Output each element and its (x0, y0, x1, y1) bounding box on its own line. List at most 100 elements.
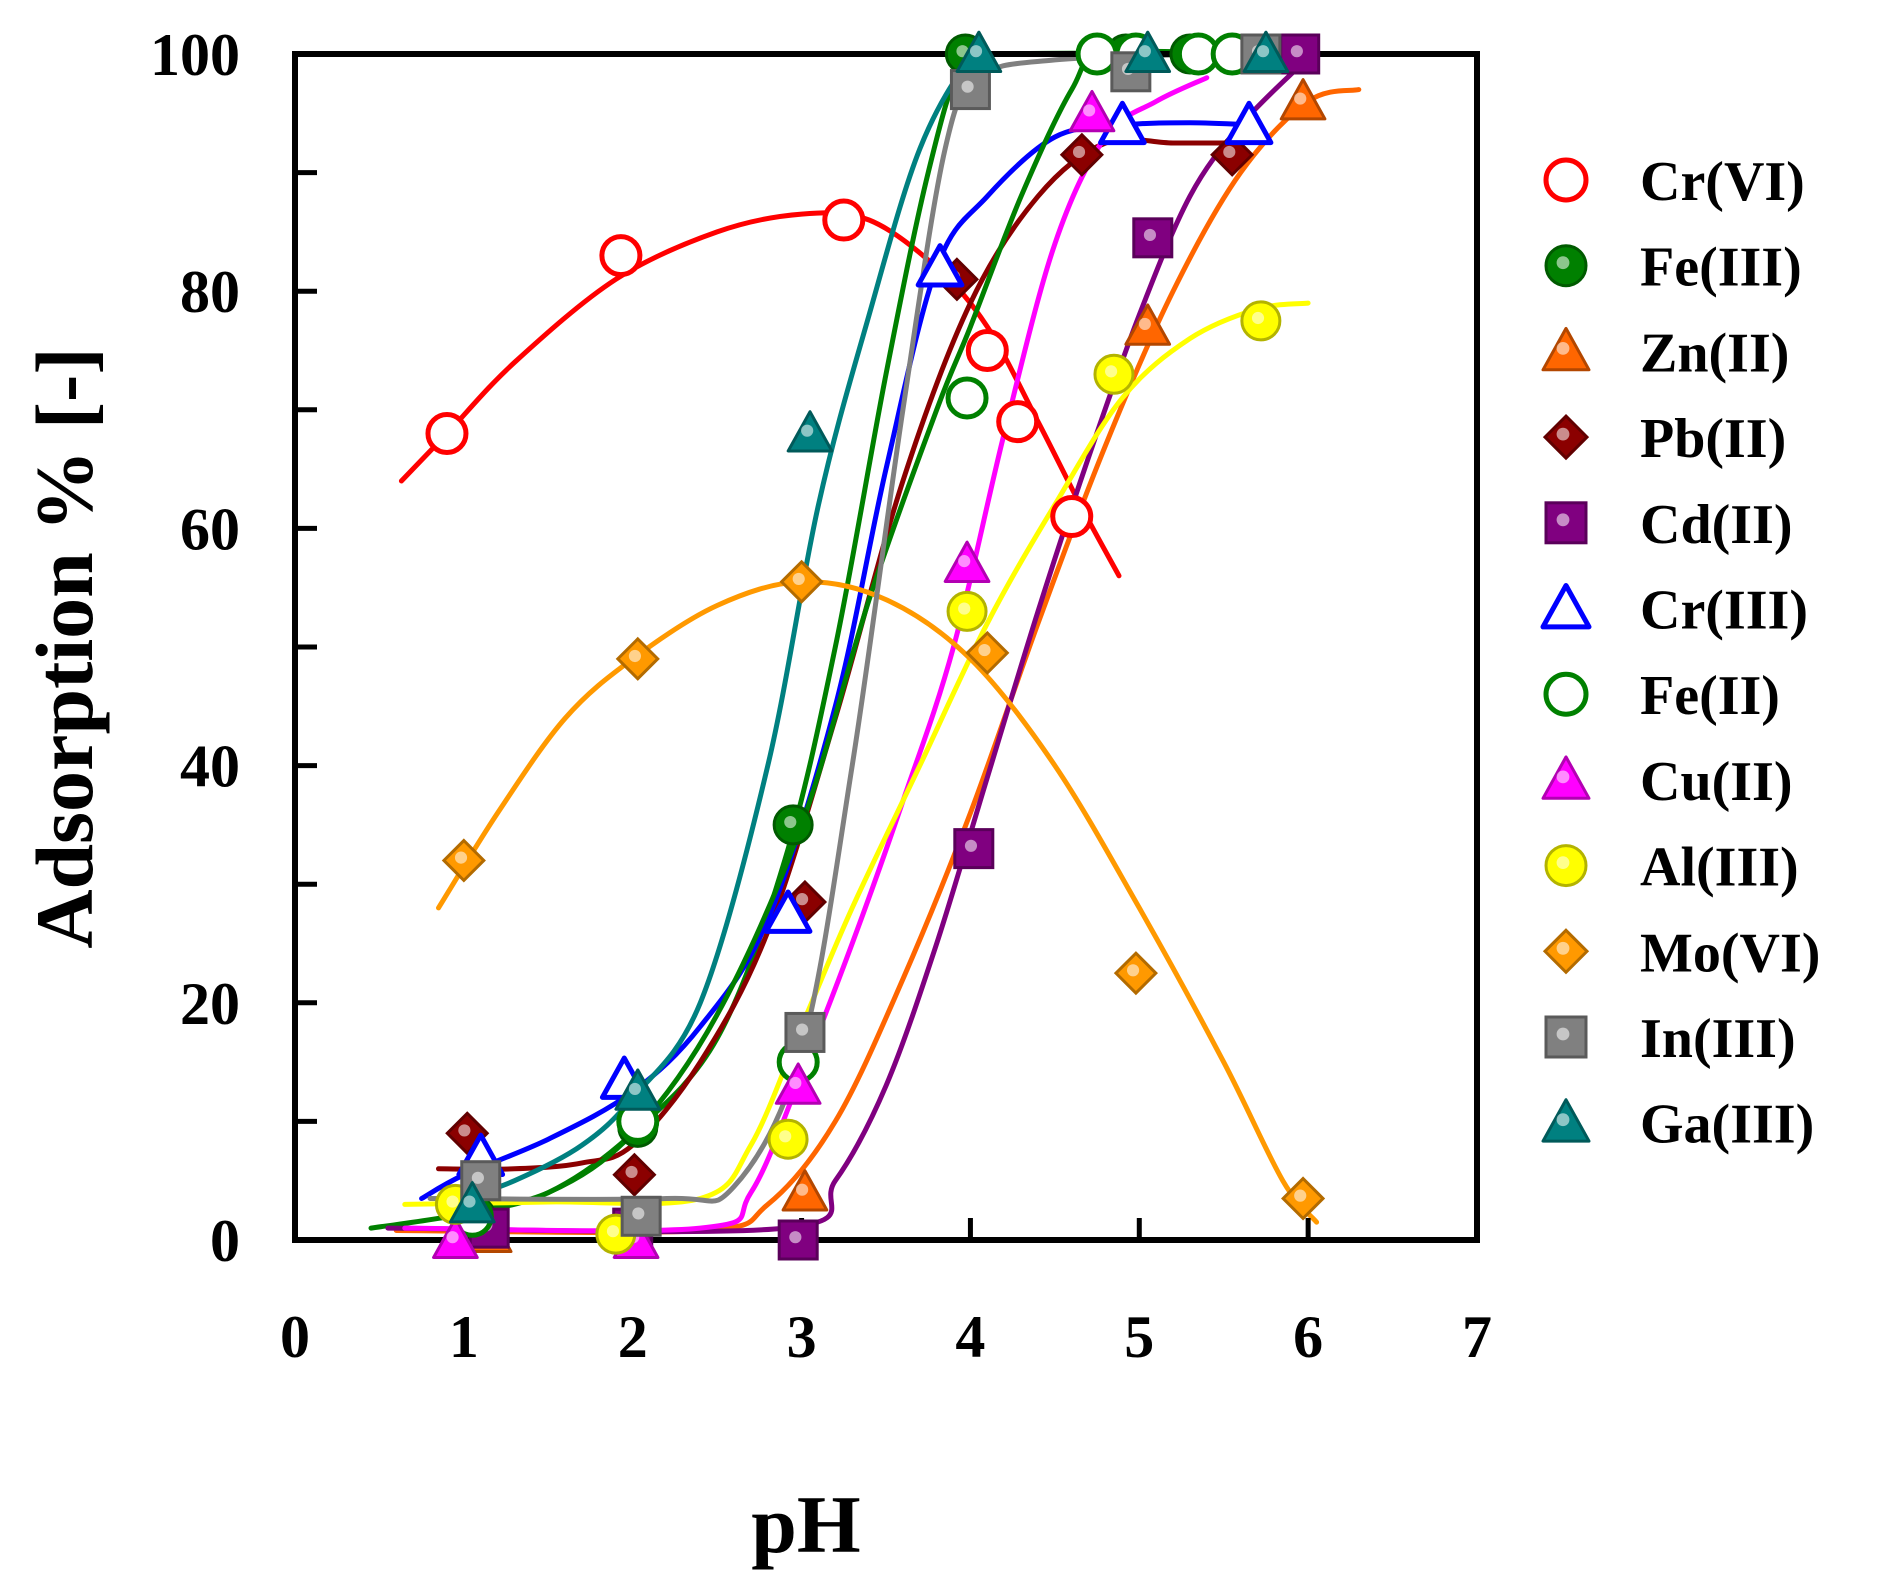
marker-highlight (1556, 256, 1570, 270)
marker-highlight (801, 424, 814, 437)
data-point-fe-ii (945, 376, 989, 420)
legend-item-ga-iii: Ga(III) (1541, 1094, 1814, 1156)
marker-highlight (446, 1231, 459, 1244)
y-tick-label: 80 (180, 259, 240, 325)
marker-highlight (1556, 770, 1570, 784)
y-tick-label: 0 (210, 1208, 240, 1274)
data-point-zn-ii (1279, 78, 1327, 121)
legend-label: Cr(III) (1640, 580, 1808, 642)
legend-marker (1540, 583, 1592, 630)
data-point-ga-iii (786, 410, 834, 453)
marker-shape (425, 412, 469, 456)
marker-highlight (1223, 145, 1236, 159)
data-markers (425, 30, 1327, 1261)
legend-item-al-iii: Al(III) (1544, 837, 1799, 899)
marker-highlight (792, 572, 805, 585)
curve-pb-ii (436, 136, 1244, 1172)
marker-highlight (789, 1231, 802, 1244)
marker-highlight (784, 815, 797, 829)
legend-item-cd-ii: Cd(II) (1544, 494, 1792, 556)
marker-highlight (1072, 145, 1086, 159)
data-point-cr-vi (996, 400, 1040, 444)
data-point-al-iii (946, 590, 988, 632)
data-point-in-iii (784, 1011, 826, 1053)
marker-highlight (632, 1207, 645, 1220)
legend-label: Ga(III) (1640, 1094, 1814, 1156)
data-point-in-iii (949, 69, 991, 111)
marker-highlight (1138, 317, 1151, 331)
legend-item-cu-ii: Cu(II) (1541, 751, 1792, 813)
legend-label: Zn(II) (1640, 322, 1789, 384)
legend-item-fe-ii: Fe(II) (1543, 665, 1780, 727)
data-point-cu-ii (432, 1216, 479, 1259)
marker-highlight (454, 851, 468, 864)
data-point-al-iii (1093, 353, 1135, 395)
data-point-al-iii (1240, 300, 1282, 342)
legend-marker (1543, 157, 1589, 203)
data-point-cr-vi (1050, 495, 1094, 539)
marker-shape (1224, 100, 1274, 146)
data-point-ga-iii (614, 1068, 662, 1111)
data-point-mo-vi (965, 630, 1010, 676)
data-point-zn-ii (781, 1169, 829, 1212)
legend-item-pb-ii: Pb(II) (1542, 408, 1786, 470)
marker-highlight (446, 1195, 459, 1208)
data-point-cr-iii (763, 889, 813, 934)
fit-curves (368, 48, 1362, 1235)
curve-mo-vi (436, 579, 1320, 1225)
legend-item-cr-vi: Cr(VI) (1543, 151, 1805, 213)
marker-highlight (625, 1165, 638, 1179)
marker-highlight (463, 1195, 476, 1208)
marker-highlight (1556, 513, 1570, 527)
marker-shape (777, 1219, 819, 1261)
marker-highlight (796, 1023, 809, 1036)
marker-highlight (1556, 342, 1570, 355)
marker-highlight (964, 839, 978, 852)
marker-shape (1540, 583, 1592, 630)
marker-highlight (1251, 311, 1265, 325)
legend-marker (1542, 413, 1590, 461)
data-point-cr-vi (965, 329, 1009, 372)
legend-label: Pb(II) (1640, 408, 1786, 470)
legend-label: Cu(II) (1640, 751, 1792, 813)
data-point-in-iii (620, 1195, 662, 1237)
data-point-mo-vi (615, 636, 660, 681)
y-tick-label: 20 (180, 971, 240, 1037)
data-point-cu-ii (943, 540, 991, 583)
data-point-ga-iii (1124, 30, 1172, 73)
legend-marker (1544, 244, 1588, 288)
marker-shape (1543, 671, 1589, 717)
marker-highlight (796, 1183, 809, 1196)
marker-shape (1098, 100, 1147, 146)
y-tick-label: 60 (180, 496, 240, 562)
legend-marker (1544, 844, 1588, 888)
plot-frame (292, 51, 1480, 1243)
legend-marker (1543, 671, 1589, 717)
marker-highlight (628, 1082, 642, 1095)
legend-label: Al(III) (1640, 837, 1799, 899)
legend-label: In(III) (1640, 1008, 1796, 1070)
legend: Cr(VI) Fe(III) Zn(II) Pb(II) Cd(II) Cr(III) Fe… (1540, 151, 1820, 1156)
legend-item-zn-ii: Zn(II) (1541, 322, 1789, 384)
legend-marker (1541, 755, 1591, 800)
data-point-al-iii (767, 1118, 809, 1160)
marker-highlight (969, 45, 983, 58)
data-point-mo-vi (441, 838, 486, 883)
marker-shape (599, 234, 643, 278)
marker-shape (996, 400, 1040, 444)
data-point-cd-ii (777, 1219, 819, 1261)
data-point-fe-iii (772, 804, 814, 846)
legend-label: Fe(III) (1640, 237, 1802, 299)
data-point-pb-ii (1059, 132, 1104, 177)
data-point-cr-iii (915, 243, 965, 288)
legend-label: Mo(VI) (1640, 922, 1820, 984)
marker-highlight (1556, 856, 1570, 869)
x-tick-label: 6 (1293, 1304, 1323, 1370)
data-point-cu-ii (774, 1062, 822, 1105)
marker-highlight (958, 555, 971, 568)
x-tick-label: 7 (1462, 1304, 1492, 1370)
x-tick-label: 3 (787, 1304, 817, 1370)
data-point-cd-ii (1279, 33, 1321, 75)
marker-shape (620, 1195, 662, 1237)
